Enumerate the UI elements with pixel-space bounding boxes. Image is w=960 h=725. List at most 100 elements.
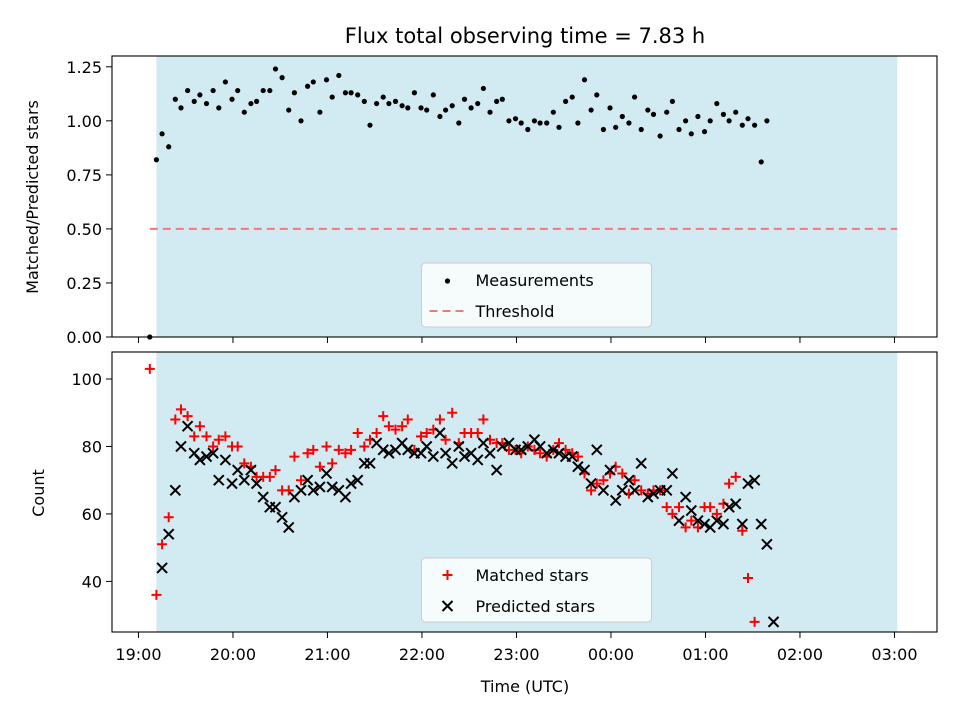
matched-star-point xyxy=(321,441,332,452)
matched-star-point xyxy=(705,502,716,513)
measurement-point xyxy=(203,100,210,107)
measurement-point xyxy=(323,77,330,83)
predicted-star-point xyxy=(446,457,458,470)
x-axis-label: Time (UTC) xyxy=(480,677,569,696)
legend-x-marker xyxy=(441,600,454,612)
matched-star-point xyxy=(591,478,602,489)
x-tick-label: 19:00 xyxy=(115,645,161,664)
x-tick-label: 22:00 xyxy=(399,645,445,664)
predicted-star-point xyxy=(730,498,742,510)
matched-star-point xyxy=(636,485,647,496)
measurement-point xyxy=(569,94,575,100)
predicted-star-point xyxy=(219,454,232,466)
predicted-star-point xyxy=(383,447,395,459)
matched-star-point xyxy=(194,421,205,432)
matched-star-point xyxy=(201,431,212,442)
measurement-point xyxy=(537,120,543,126)
measurement-point xyxy=(310,79,316,85)
measurement-point xyxy=(449,103,455,109)
measurement-point xyxy=(563,98,569,104)
measurement-point xyxy=(461,96,468,102)
measurement-point xyxy=(342,90,349,96)
measurement-point xyxy=(739,122,745,128)
matched-star-point xyxy=(296,475,307,486)
measurement-point xyxy=(480,85,486,92)
predicted-star-point xyxy=(326,481,338,493)
predicted-star-point xyxy=(572,460,584,473)
y-tick-label: 40 xyxy=(82,572,102,591)
measurement-point xyxy=(683,118,689,124)
matched-star-point xyxy=(308,444,319,455)
predicted-star-point xyxy=(364,457,376,470)
predicted-star-point xyxy=(320,467,333,480)
matched-star-point xyxy=(352,427,363,438)
measurement-point xyxy=(418,105,424,111)
legend: Matched stars Predicted stars xyxy=(421,557,652,623)
matched-star-point xyxy=(333,444,344,455)
predicted-star-point xyxy=(427,450,440,463)
predicted-star-point xyxy=(604,464,616,476)
measurement-point xyxy=(329,94,335,100)
measurement-point xyxy=(248,100,254,107)
measurement-point xyxy=(380,94,386,100)
legend-label: Predicted stars xyxy=(476,597,596,616)
predicted-star-point xyxy=(175,440,187,453)
predicted-star-point xyxy=(717,518,730,530)
matched-star-point xyxy=(270,465,281,476)
y-tick-label: 1.25 xyxy=(66,58,102,77)
measurement-point xyxy=(764,118,770,124)
predicted-star-point xyxy=(200,450,213,463)
measurement-point xyxy=(701,129,708,135)
measurement-point xyxy=(222,79,229,85)
legend-plus-marker xyxy=(442,570,453,580)
matched-star-point xyxy=(264,471,275,482)
matched-star-point xyxy=(390,424,401,435)
matched-star-point xyxy=(151,589,162,600)
axes-frame xyxy=(111,351,938,633)
measurement-point xyxy=(279,75,285,81)
matched-star-point xyxy=(327,458,338,469)
series-measurements xyxy=(147,66,770,340)
measurement-point xyxy=(210,87,216,94)
measurement-point xyxy=(657,133,663,139)
predicted-star-point xyxy=(156,562,168,574)
predicted-star-point xyxy=(226,477,238,490)
measurement-point xyxy=(531,118,538,124)
measurement-point xyxy=(235,87,241,94)
predicted-star-point xyxy=(628,484,641,497)
x-tick-label: 01:00 xyxy=(682,645,728,664)
predicted-star-point xyxy=(484,447,496,459)
top-panel-y-axis-label: Matched/Predicted stars xyxy=(23,100,42,294)
predicted-star-point xyxy=(496,440,508,453)
matched-star-point xyxy=(617,468,628,479)
predicted-star-point xyxy=(666,467,679,480)
measurement-point xyxy=(424,107,430,113)
predicted-star-point xyxy=(553,447,565,459)
predicted-star-point xyxy=(597,484,610,497)
legend-label: Threshold xyxy=(475,302,555,321)
measurement-point xyxy=(286,107,292,113)
bottom-panel: 40 60 80 100 19:00 20:00 21:00 22:00 23:00 00:00 0… xyxy=(71,351,938,664)
predicted-star-point xyxy=(345,477,357,490)
matched-star-point xyxy=(472,427,483,438)
bottom-panel-y-axis-label: Count xyxy=(29,469,48,517)
predicted-star-point xyxy=(458,450,471,463)
predicted-star-point xyxy=(723,501,735,513)
measurement-point xyxy=(159,131,165,137)
predicted-star-point xyxy=(635,457,647,470)
predicted-star-point xyxy=(207,447,219,459)
matched-star-point xyxy=(340,448,351,459)
predicted-star-point xyxy=(213,474,225,486)
predicted-star-point xyxy=(257,491,269,503)
matched-star-point xyxy=(661,502,672,513)
matched-star-point xyxy=(170,414,181,425)
matched-star-point xyxy=(402,414,413,425)
measurement-point xyxy=(512,116,519,122)
matched-star-point xyxy=(175,404,186,415)
matched-star-point xyxy=(711,508,722,519)
predicted-star-point xyxy=(698,518,711,530)
measurement-point xyxy=(437,113,443,120)
matched-star-point xyxy=(586,485,597,496)
